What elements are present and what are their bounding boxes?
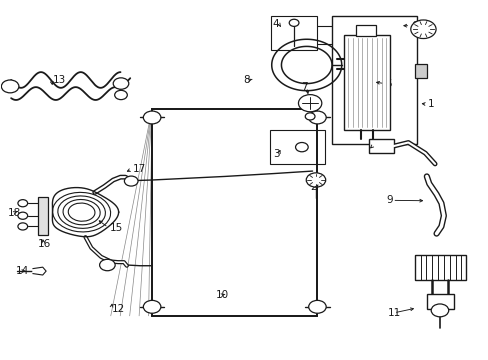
Circle shape — [143, 111, 161, 124]
Text: 10: 10 — [216, 290, 229, 300]
Text: 7: 7 — [373, 140, 380, 150]
Circle shape — [295, 143, 307, 152]
Circle shape — [124, 176, 138, 186]
Text: 2: 2 — [310, 182, 317, 192]
Bar — [356, 25, 375, 36]
Circle shape — [113, 78, 128, 89]
Bar — [414, 64, 426, 78]
Text: 3: 3 — [272, 149, 279, 159]
Bar — [152, 109, 317, 316]
Bar — [414, 255, 465, 280]
Text: 7: 7 — [300, 82, 307, 92]
Circle shape — [305, 113, 314, 120]
Text: 14: 14 — [16, 266, 29, 276]
Circle shape — [308, 111, 325, 124]
Text: 17: 17 — [132, 164, 145, 174]
Bar — [426, 294, 453, 309]
Bar — [38, 197, 47, 235]
Circle shape — [305, 173, 325, 187]
Ellipse shape — [58, 196, 105, 228]
Circle shape — [298, 95, 321, 112]
Circle shape — [18, 223, 28, 230]
Circle shape — [288, 19, 298, 26]
Text: 5: 5 — [385, 78, 391, 89]
Text: 15: 15 — [109, 222, 122, 233]
Circle shape — [308, 300, 325, 313]
Circle shape — [410, 20, 435, 39]
Circle shape — [100, 259, 115, 271]
Text: 18: 18 — [8, 208, 21, 218]
Ellipse shape — [63, 199, 100, 225]
Circle shape — [115, 90, 127, 100]
Bar — [369, 139, 393, 153]
Circle shape — [18, 212, 28, 219]
Text: 8: 8 — [243, 75, 250, 85]
Text: 9: 9 — [386, 195, 392, 205]
Ellipse shape — [68, 203, 95, 221]
Text: 11: 11 — [387, 308, 400, 318]
Bar — [344, 35, 389, 130]
Circle shape — [430, 304, 448, 317]
Text: 6: 6 — [410, 21, 417, 31]
Bar — [270, 130, 324, 164]
Text: 12: 12 — [112, 303, 125, 314]
Bar — [152, 109, 317, 316]
Bar — [271, 16, 317, 50]
Circle shape — [18, 200, 28, 207]
Text: 1: 1 — [427, 99, 434, 109]
Bar — [331, 16, 416, 144]
Ellipse shape — [53, 192, 110, 232]
Text: 13: 13 — [52, 75, 65, 85]
Text: 16: 16 — [38, 239, 51, 249]
Circle shape — [143, 300, 161, 313]
Polygon shape — [33, 267, 46, 275]
Circle shape — [1, 80, 19, 93]
Text: 4: 4 — [272, 18, 279, 28]
